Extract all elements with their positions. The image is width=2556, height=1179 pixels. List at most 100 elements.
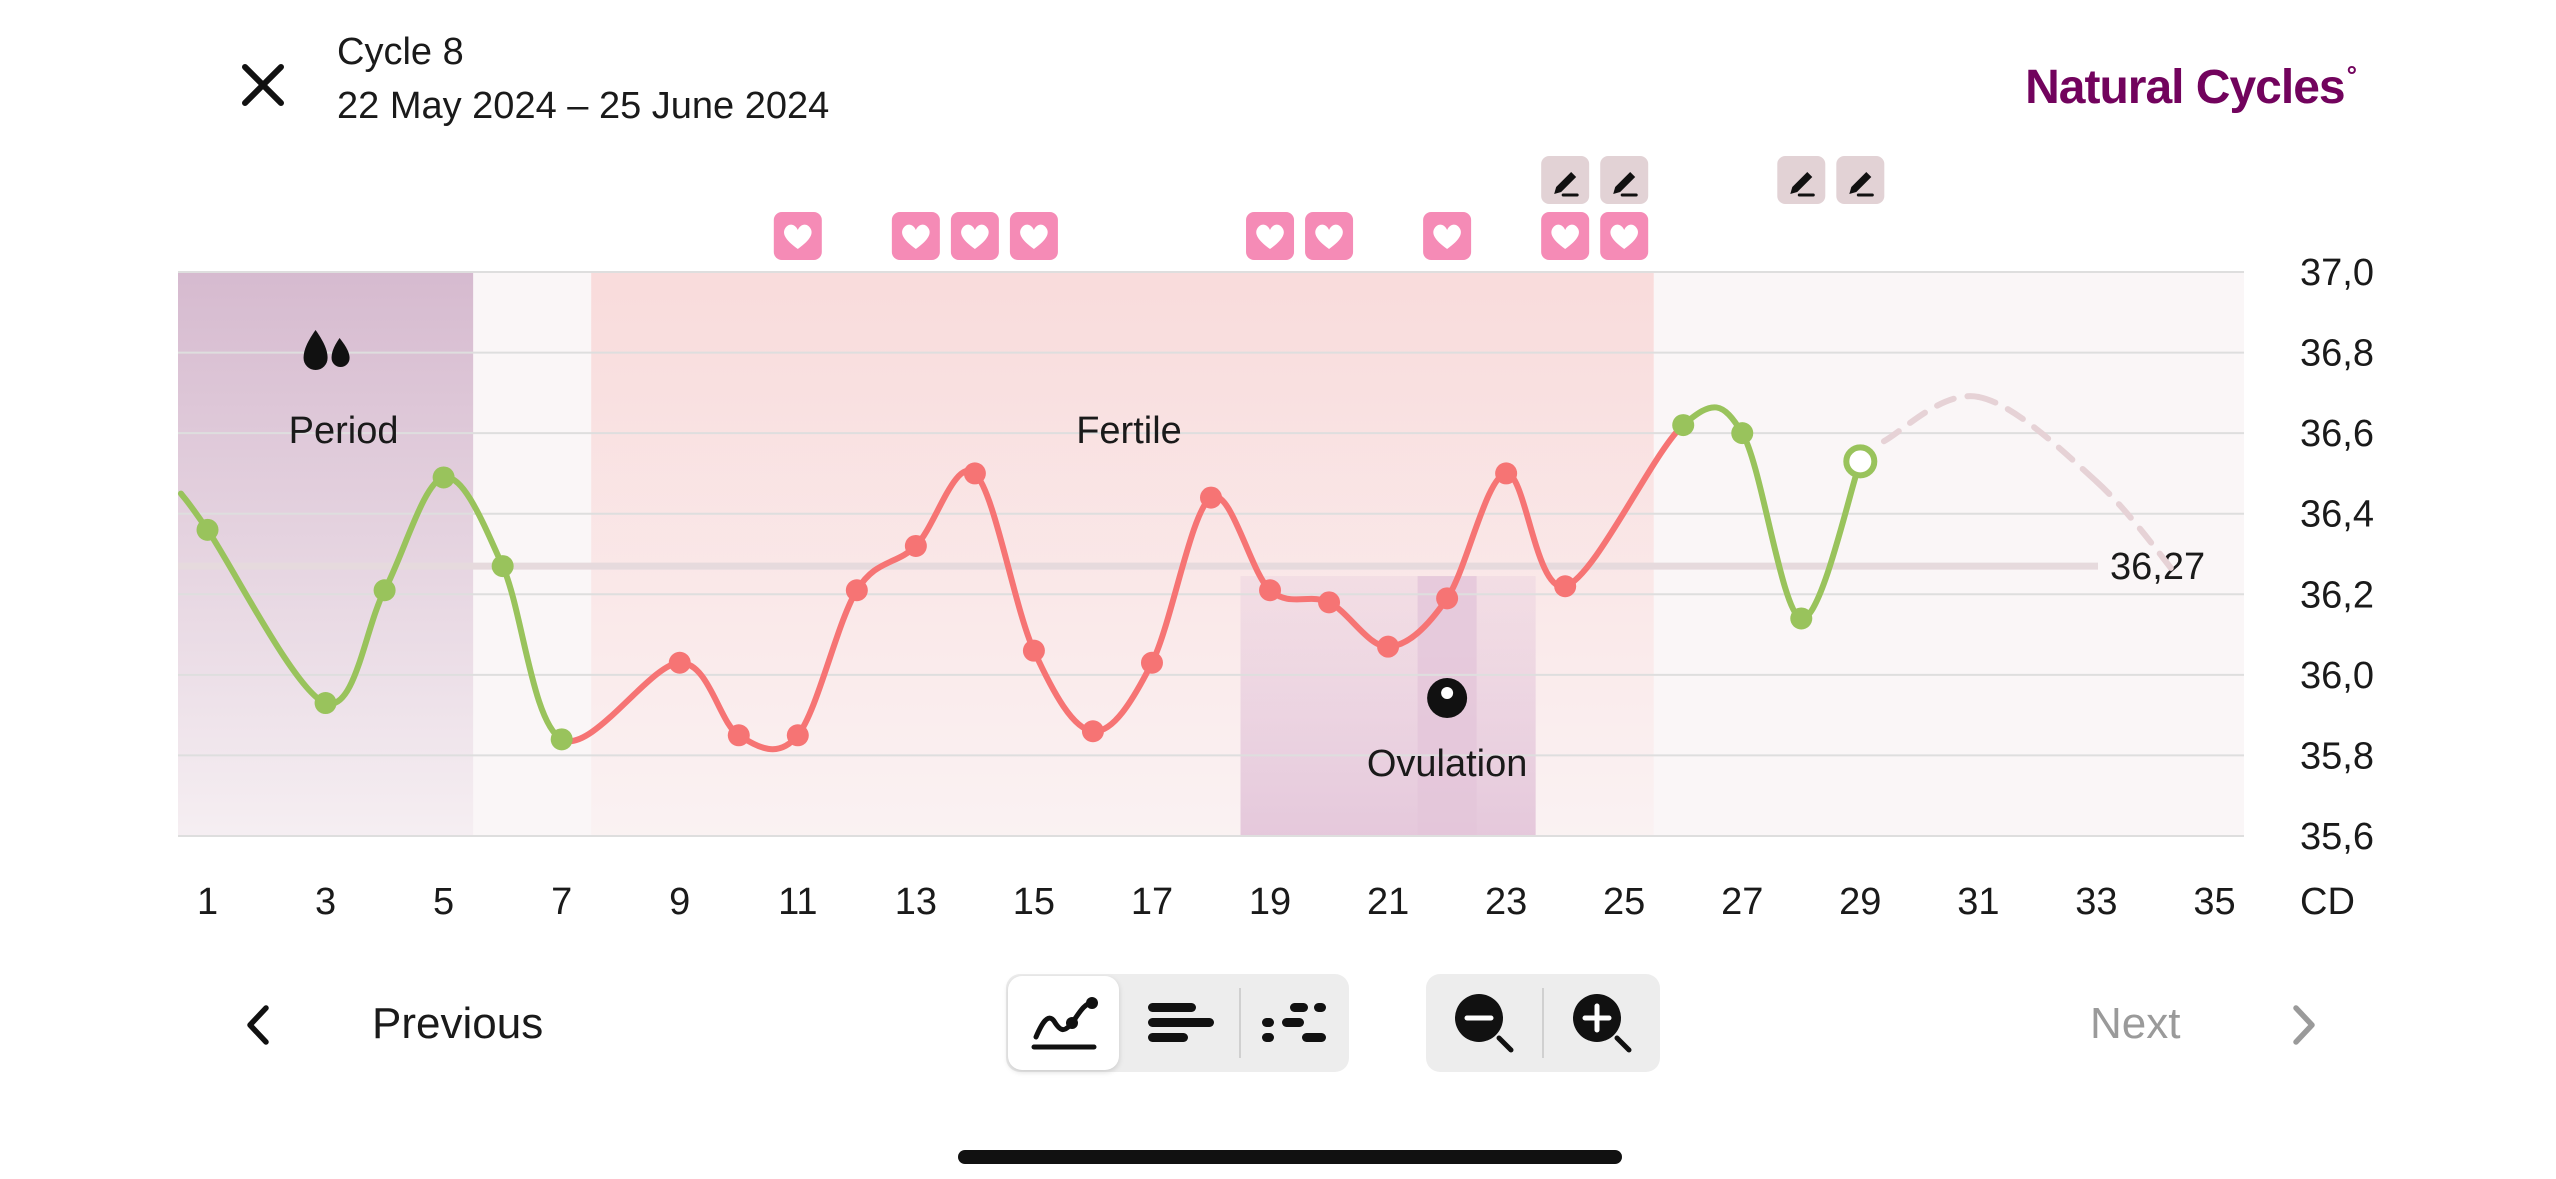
home-indicator xyxy=(958,1150,1622,1164)
temperature-point xyxy=(845,579,868,602)
temperature-curve-segment xyxy=(499,563,565,743)
temperature-curve-segment xyxy=(971,470,1037,654)
y-tick-label: 36,0 xyxy=(2300,655,2374,697)
x-tick-label: 7 xyxy=(551,881,572,923)
chevron-right-icon xyxy=(2293,1005,2315,1045)
fertile-label: Fertile xyxy=(1076,410,1182,452)
y-tick-label: 36,6 xyxy=(2300,413,2374,455)
line-graph-icon xyxy=(1031,997,1098,1050)
heart-icon xyxy=(1610,224,1638,249)
previous-cycle-button[interactable] xyxy=(222,990,292,1060)
temperature-point xyxy=(1377,635,1400,658)
x-tick-label: 21 xyxy=(1367,881,1409,923)
heart-icon xyxy=(1256,224,1284,249)
temperature-point xyxy=(1318,591,1341,614)
prediction-curve xyxy=(1975,393,2100,485)
zoom-out-button[interactable] xyxy=(1426,974,1542,1072)
zoom-out-icon xyxy=(1455,994,1514,1053)
temperature-point xyxy=(1790,607,1813,630)
temperature-curve-segment xyxy=(204,526,329,707)
ovulation-dot-inner xyxy=(1441,687,1454,699)
temperature-point xyxy=(1495,462,1518,485)
y-tick-label: 36,2 xyxy=(2300,574,2374,616)
chevron-left-icon xyxy=(247,1005,269,1045)
x-tick-label: 25 xyxy=(1603,881,1645,923)
temperature-point xyxy=(196,518,219,541)
x-tick-label: 9 xyxy=(669,881,690,923)
y-tick-label: 35,8 xyxy=(2300,735,2374,777)
test-marker xyxy=(1777,156,1826,204)
zoom-in-button[interactable] xyxy=(1544,974,1660,1072)
temperature-point xyxy=(1022,639,1045,662)
pen-icon xyxy=(1849,172,1872,194)
x-tick-label: 29 xyxy=(1839,881,1881,923)
prediction-curve xyxy=(2093,478,2183,582)
x-tick-label: 5 xyxy=(433,881,454,923)
heart-marker xyxy=(773,212,822,260)
x-tick-label: 23 xyxy=(1485,881,1527,923)
zoom-in-icon xyxy=(1573,994,1632,1053)
drops-icon xyxy=(303,330,350,370)
graph-view-button[interactable] xyxy=(1008,976,1119,1070)
temperature-point xyxy=(1672,414,1695,437)
y-tick-label: 35,6 xyxy=(2300,816,2374,858)
heart-icon xyxy=(1020,224,1048,249)
y-tick-label: 37,0 xyxy=(2300,252,2374,294)
next-cycle-button xyxy=(2270,990,2340,1060)
temperature-point xyxy=(1554,575,1577,598)
heart-marker xyxy=(1246,212,1295,260)
zoom-toggle xyxy=(1426,974,1660,1072)
view-toggle xyxy=(1006,974,1349,1072)
period-label: Period xyxy=(289,410,399,452)
zoom-separator xyxy=(1542,988,1544,1058)
bar-view-button[interactable] xyxy=(1126,974,1236,1072)
prediction-curve xyxy=(1880,393,1982,445)
y-tick-label: 36,4 xyxy=(2300,494,2374,536)
temperature-point xyxy=(1259,579,1282,602)
heart-icon xyxy=(1315,224,1343,249)
x-tick-label: 31 xyxy=(1957,881,1999,923)
temperature-point xyxy=(727,724,750,747)
previous-label[interactable]: Previous xyxy=(372,999,544,1048)
x-tick-label: 19 xyxy=(1249,881,1291,923)
x-tick-label: 33 xyxy=(2075,881,2117,923)
temperature-point xyxy=(786,724,809,747)
temperature-point xyxy=(668,651,691,674)
temperature-point xyxy=(314,692,337,715)
pen-icon xyxy=(1554,172,1577,194)
dots-chart-icon xyxy=(1262,1003,1326,1042)
temperature-point xyxy=(1731,422,1754,445)
temperature-curve-segment xyxy=(558,659,683,745)
temperature-curve-segment xyxy=(1148,494,1214,666)
heart-marker xyxy=(891,212,940,260)
heart-marker xyxy=(950,212,999,260)
temperature-point-today xyxy=(1843,444,1878,479)
brand-logo: Natural Cycles° xyxy=(2025,60,2357,115)
temperature-curve-segment xyxy=(1562,422,1687,590)
x-tick-label: 35 xyxy=(2193,881,2235,923)
temperature-point xyxy=(963,462,986,485)
temperature-point xyxy=(373,579,396,602)
x-tick-label: 13 xyxy=(895,881,937,923)
cycle-dates: 22 May 2024 – 25 June 2024 xyxy=(337,85,830,127)
x-tick-label: 1 xyxy=(197,881,218,923)
test-marker xyxy=(1541,156,1590,204)
heart-icon xyxy=(961,224,989,249)
ovulation-label: Ovulation xyxy=(1367,743,1528,785)
temperature-curve-segment xyxy=(794,587,860,739)
heart-icon xyxy=(784,224,812,249)
test-marker xyxy=(1600,156,1649,204)
dots-view-button[interactable] xyxy=(1242,974,1348,1072)
heart-marker xyxy=(1600,212,1649,260)
bars-icon xyxy=(1148,1003,1214,1042)
view-separator xyxy=(1239,988,1241,1058)
y-tick-label: 36,8 xyxy=(2300,333,2374,375)
x-tick-label: 15 xyxy=(1013,881,1055,923)
temperature-point xyxy=(491,555,514,578)
temperature-point xyxy=(1200,486,1222,509)
close-icon xyxy=(242,64,284,106)
close-button[interactable] xyxy=(226,48,300,122)
x-tick-label: 17 xyxy=(1131,881,1173,923)
temperature-point xyxy=(1436,587,1459,610)
x-tick-label: 11 xyxy=(778,881,817,923)
